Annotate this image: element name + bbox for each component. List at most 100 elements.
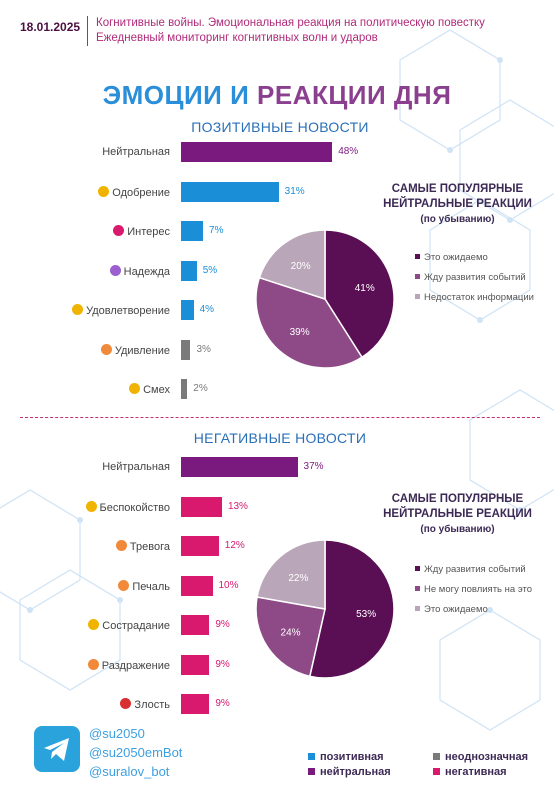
emoji-icon	[72, 304, 84, 315]
bar-row: Удовлетворение 4%	[0, 300, 380, 320]
legend-label-negative: негативная	[445, 766, 507, 778]
bar-category-text: Одобрение	[112, 186, 170, 199]
bar-category-label: Злость	[0, 698, 170, 711]
pie-value-label: 53%	[356, 609, 376, 620]
pie-slice	[308, 539, 395, 679]
pie-legend-item: Недостаток информации	[415, 292, 545, 303]
bar-row: Тревога 12%	[0, 536, 380, 556]
bar-row: Злость 9%	[0, 694, 380, 714]
pie-legend-item: Жду развития событий	[415, 564, 545, 575]
bar-category-label: Беспокойство	[0, 500, 170, 514]
negative-pie-title-text: САМЫЕ ПОПУЛЯРНЫЕ НЕЙТРАЛЬНЫЕ РЕАКЦИИ	[383, 493, 532, 520]
footer-legend-positive: позитивная	[308, 751, 384, 763]
header-subtitle-1: Когнитивные войны. Эмоциональная реакция…	[96, 17, 485, 29]
emoji-icon	[98, 185, 110, 197]
header-divider	[87, 16, 88, 46]
bar-value-label: 10%	[218, 579, 239, 591]
legend-swatch-ambiguous	[433, 753, 440, 760]
pie-slice	[258, 229, 326, 301]
positive-pie-title: САМЫЕ ПОПУЛЯРНЫЕ НЕЙТРАЛЬНЫЕ РЕАКЦИИ (по…	[375, 182, 540, 227]
main-title-part-1: ЭМОЦИИ И	[102, 80, 257, 110]
bar	[181, 260, 197, 281]
bar-row: Смех 2%	[0, 379, 380, 399]
bar	[181, 379, 188, 399]
bar-category-text: Злость	[134, 699, 170, 711]
bar-category-text: Интерес	[127, 226, 170, 238]
footer-legend-negative: негативная	[433, 766, 507, 778]
bar	[181, 694, 210, 714]
legend-swatch-neutral	[308, 768, 315, 775]
handle-link[interactable]: @su2050emBot	[89, 745, 183, 760]
report-date: 18.01.2025	[20, 20, 81, 34]
main-title-part-2: РЕАКЦИИ ДНЯ	[256, 80, 452, 110]
bar-category-label: Удивление	[0, 343, 170, 357]
positive-section-title: ПОЗИТИВНЫЕ НОВОСТИ	[191, 119, 369, 135]
main-title: ЭМОЦИИ И РЕАКЦИИ ДНЯ	[0, 80, 554, 111]
bar-value-label: 2%	[193, 383, 208, 394]
bar-category-text: Раздражение	[101, 659, 170, 672]
pie-legend-label: Не могу повлиять на это	[424, 584, 532, 595]
bar-category-text: Надежда	[123, 265, 170, 278]
bar-row: Сострадание 9%	[0, 615, 380, 635]
negative-pie-chart: 53% 24% 22%	[255, 539, 395, 679]
bar-row: Нейтральная 37%	[0, 457, 380, 477]
positive-pie-subtitle: (по убыванию)	[420, 214, 495, 225]
pie-legend-label: Это ожидаемо	[424, 604, 488, 615]
emoji-icon	[115, 540, 127, 551]
legend-label-ambiguous: неоднозначная	[445, 751, 529, 763]
pie-legend-label: Жду развития событий	[424, 272, 526, 283]
emoji-icon	[88, 619, 100, 630]
pie-legend-swatch	[415, 586, 420, 591]
bar-value-label: 9%	[215, 658, 230, 670]
legend-label-positive: позитивная	[320, 751, 384, 763]
pie-legend-item: Это ожидаемо	[415, 604, 545, 615]
pie-value-label: 20%	[291, 261, 311, 272]
bar-value-label: 48%	[338, 146, 359, 157]
pie-legend-swatch	[415, 294, 420, 299]
pie-legend-swatch	[415, 274, 420, 279]
bar-category-text: Тревога	[129, 541, 170, 553]
bar-category-label: Печаль	[0, 579, 170, 593]
bar-row: Раздражение 9%	[0, 654, 380, 675]
pie-legend-swatch	[415, 254, 420, 259]
handle-link[interactable]: @su2050	[89, 726, 145, 741]
pie-legend-label: Это ожидаемо	[424, 252, 488, 263]
bar-row: Одобрение 31%	[0, 181, 380, 202]
bar-category-text: Нейтральная	[102, 146, 170, 158]
bar-category-label: Сострадание	[0, 619, 170, 632]
footer-handles: @su2050 @su2050emBot @suralov_bot	[89, 724, 182, 781]
positive-pie-legend: Это ожидаемо Жду развития событий Недостат…	[415, 252, 545, 312]
bar-category-text: Удивление	[114, 344, 170, 357]
telegram-logo	[34, 726, 80, 772]
pie-value-label: 22%	[288, 573, 308, 584]
negative-pie-subtitle: (по убыванию)	[420, 524, 495, 535]
bar-category-label: Удовлетворение	[0, 304, 170, 317]
bar-value-label: 9%	[215, 619, 230, 630]
positive-pie-chart: 41% 39% 20%	[255, 229, 395, 369]
bar	[181, 181, 279, 202]
emoji-icon	[109, 264, 121, 276]
bar-row: Беспокойство 13%	[0, 496, 380, 517]
bar-category-text: Сострадание	[102, 620, 170, 632]
pie-slice	[255, 276, 364, 369]
bar-value-label: 13%	[227, 500, 248, 512]
pie-value-label: 41%	[355, 283, 375, 294]
handle-link[interactable]: @suralov_bot	[89, 764, 170, 779]
emoji-icon	[113, 225, 125, 236]
header: 18.01.2025 Когнитивные войны. Эмоциональ…	[0, 0, 554, 50]
bar-value-label: 5%	[202, 264, 218, 276]
pie-legend-item: Не могу повлиять на это	[415, 584, 545, 595]
legend-label-neutral: нейтральная	[320, 766, 391, 778]
legend-swatch-negative	[433, 768, 440, 775]
bar	[181, 142, 333, 162]
bar	[181, 300, 194, 320]
pie-legend-label: Недостаток информации	[424, 292, 534, 303]
pie-legend-item: Это ожидаемо	[415, 252, 545, 263]
emoji-icon	[85, 500, 97, 512]
bar	[181, 496, 222, 517]
negative-pie-title: САМЫЕ ПОПУЛЯРНЫЕ НЕЙТРАЛЬНЫЕ РЕАКЦИИ (по…	[375, 492, 540, 537]
negative-pie-legend: Жду развития событий Не могу повлиять на …	[415, 564, 545, 624]
emoji-icon	[118, 579, 130, 591]
bar-row: Нейтральная 48%	[0, 142, 380, 162]
bar	[181, 457, 298, 477]
